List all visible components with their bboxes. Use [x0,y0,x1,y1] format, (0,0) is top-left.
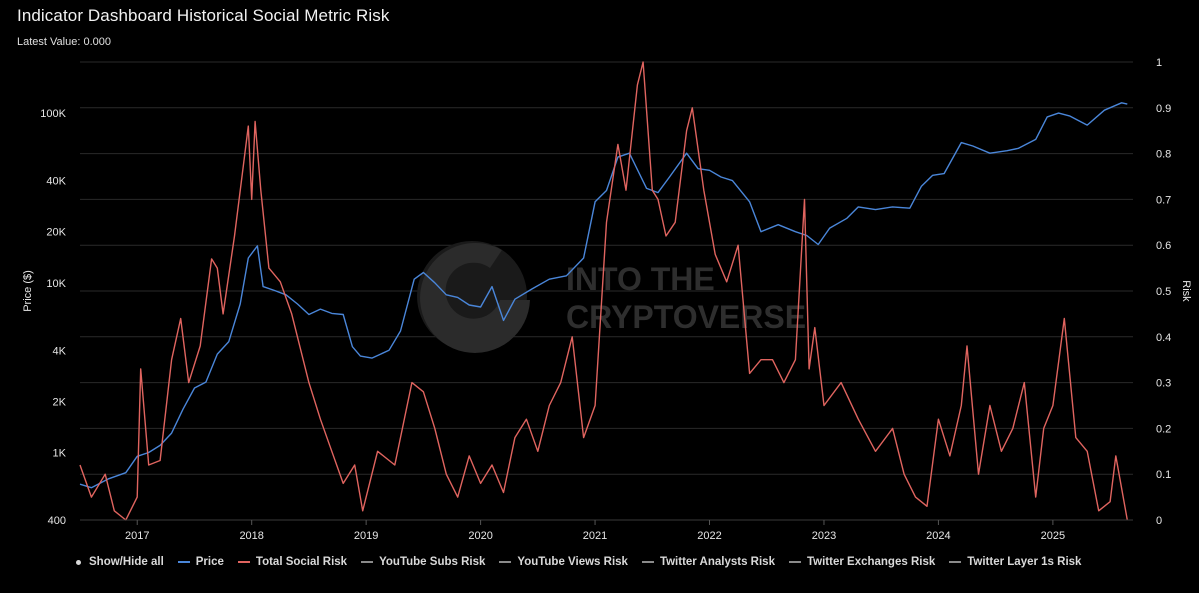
y-axis-title: Price ($) [22,270,34,312]
legend-item-price[interactable]: Price [177,556,224,568]
legend-label: Price [195,556,224,568]
legend-item-total-social-risk[interactable]: Total Social Risk [237,556,348,568]
legend-label: Twitter Analysts Risk [659,556,775,568]
x-tick-label: 2024 [926,530,950,542]
x-tick-label: 2023 [812,530,836,542]
legend-swatch-icon [499,561,512,563]
y2-tick-label: 0.1 [1156,469,1171,481]
x-tick-label: 2017 [125,530,149,542]
y-tick-label: 400 [48,515,66,527]
chart-legend: Show/Hide all Price Total Social Risk YouT… [76,556,1095,568]
chart-area: INTO THE CRYPTOVERSE 0 0.1 0.2 0.3 0.4 0.5 0.6… [22,57,1192,542]
legend-label: YouTube Subs Risk [379,556,486,568]
chart-title: Indicator Dashboard Historical Social Me… [17,6,390,25]
legend-swatch-icon [788,561,801,563]
x-tick-label: 2025 [1041,530,1065,542]
legend-swatch-icon [237,561,250,563]
x-tick-label: 2021 [583,530,607,542]
latest-value-label: Latest Value: 0.000 [17,36,111,48]
y2-tick-label: 1 [1156,57,1162,69]
legend-item-youtube-views-risk[interactable]: YouTube Views Risk [499,556,628,568]
legend-label: Twitter Layer 1s Risk [967,556,1082,568]
y2-tick-label: 0 [1156,515,1162,527]
watermark-text-1: INTO THE [566,261,715,297]
legend-swatch-icon [361,561,374,563]
series-line-total-social-risk [79,61,1128,521]
axes: 0 0.1 0.2 0.3 0.4 0.5 0.6 0.7 0.8 0.9 1 400 1K 2K 4K 10… [22,57,1192,542]
y-tick-label: 4K [53,345,67,357]
y-tick-label: 100K [40,108,66,120]
y-tick-label: 40K [46,176,66,188]
y-tick-label: 1K [53,447,67,459]
watermark-text-2: CRYPTOVERSE [566,299,806,335]
legend-label: Total Social Risk [255,556,348,568]
y2-tick-label: 0.9 [1156,103,1171,115]
y2-tick-label: 0.7 [1156,194,1171,206]
legend-item-twitter-layer-1s-risk[interactable]: Twitter Layer 1s Risk [949,556,1081,568]
x-tick-label: 2019 [354,530,378,542]
y2-tick-label: 0.4 [1156,332,1171,344]
bullet-icon [76,559,81,565]
y2-tick-label: 0.6 [1156,240,1171,252]
legend-show-hide-all-label: Show/Hide all [89,556,164,568]
series-line-price [79,102,1128,489]
y2-tick-label: 0.3 [1156,378,1171,390]
legend-item-twitter-analysts-risk[interactable]: Twitter Analysts Risk [641,556,775,568]
y-tick-label: 20K [46,227,66,239]
legend-swatch-icon [177,561,190,563]
grid-lines [80,61,1133,521]
x-tick-label: 2020 [468,530,492,542]
legend-label: YouTube Views Risk [517,556,628,568]
legend-item-youtube-subs-risk[interactable]: YouTube Subs Risk [361,556,485,568]
legend-item-twitter-exchanges-risk[interactable]: Twitter Exchanges Risk [788,556,936,568]
legend-show-hide-all[interactable]: Show/Hide all [76,556,164,568]
x-tick-label: 2022 [697,530,721,542]
series-layer [79,61,1128,521]
y2-tick-label: 0.5 [1156,286,1171,298]
legend-swatch-icon [949,561,962,563]
x-tick-label: 2018 [239,530,263,542]
y2-tick-label: 0.8 [1156,149,1171,161]
y-tick-label: 10K [46,278,66,290]
watermark-logo: INTO THE CRYPTOVERSE [417,241,806,353]
y2-tick-label: 0.2 [1156,423,1171,435]
y-tick-label: 2K [53,396,67,408]
legend-label: Twitter Exchanges Risk [806,556,936,568]
legend-swatch-icon [641,561,654,563]
y2-axis-title: Risk [1180,280,1192,302]
